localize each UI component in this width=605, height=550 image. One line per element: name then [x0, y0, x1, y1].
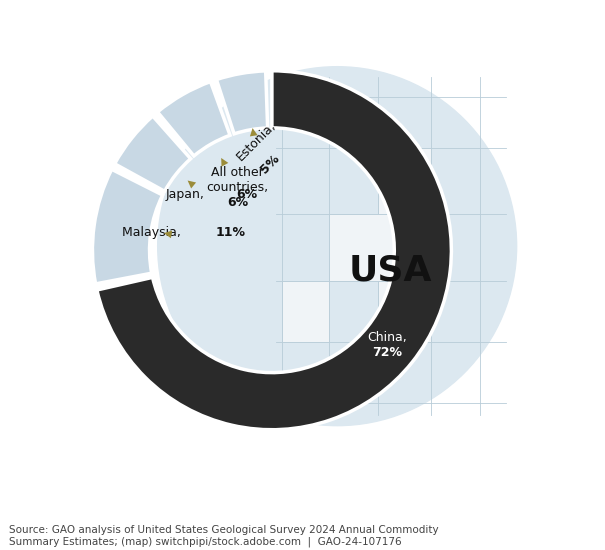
Text: Malaysia,: Malaysia, [122, 226, 185, 239]
Bar [282, 281, 329, 342]
Bar [329, 213, 431, 281]
Text: Source: GAO analysis of United States Geological Survey 2024 Annual Commodity
Su: Source: GAO analysis of United States Ge… [9, 525, 439, 547]
Text: USA: USA [348, 254, 432, 288]
Wedge shape [97, 71, 451, 430]
Text: Japan,: Japan, [165, 188, 208, 201]
Wedge shape [93, 169, 163, 284]
Wedge shape [157, 81, 230, 156]
Text: Estonia,: Estonia, [234, 119, 278, 164]
Wedge shape [217, 71, 267, 134]
Text: 5%: 5% [258, 152, 283, 176]
Bar [378, 148, 431, 213]
Bar [378, 281, 431, 342]
Text: 72%: 72% [371, 346, 402, 359]
Text: 6%: 6% [227, 196, 248, 210]
Text: countries,: countries, [206, 181, 269, 194]
Wedge shape [114, 116, 191, 191]
Text: 11%: 11% [216, 226, 246, 239]
Text: 6%: 6% [237, 188, 258, 201]
Circle shape [158, 67, 517, 426]
Text: All other: All other [211, 166, 264, 179]
Text: China,: China, [367, 331, 407, 344]
